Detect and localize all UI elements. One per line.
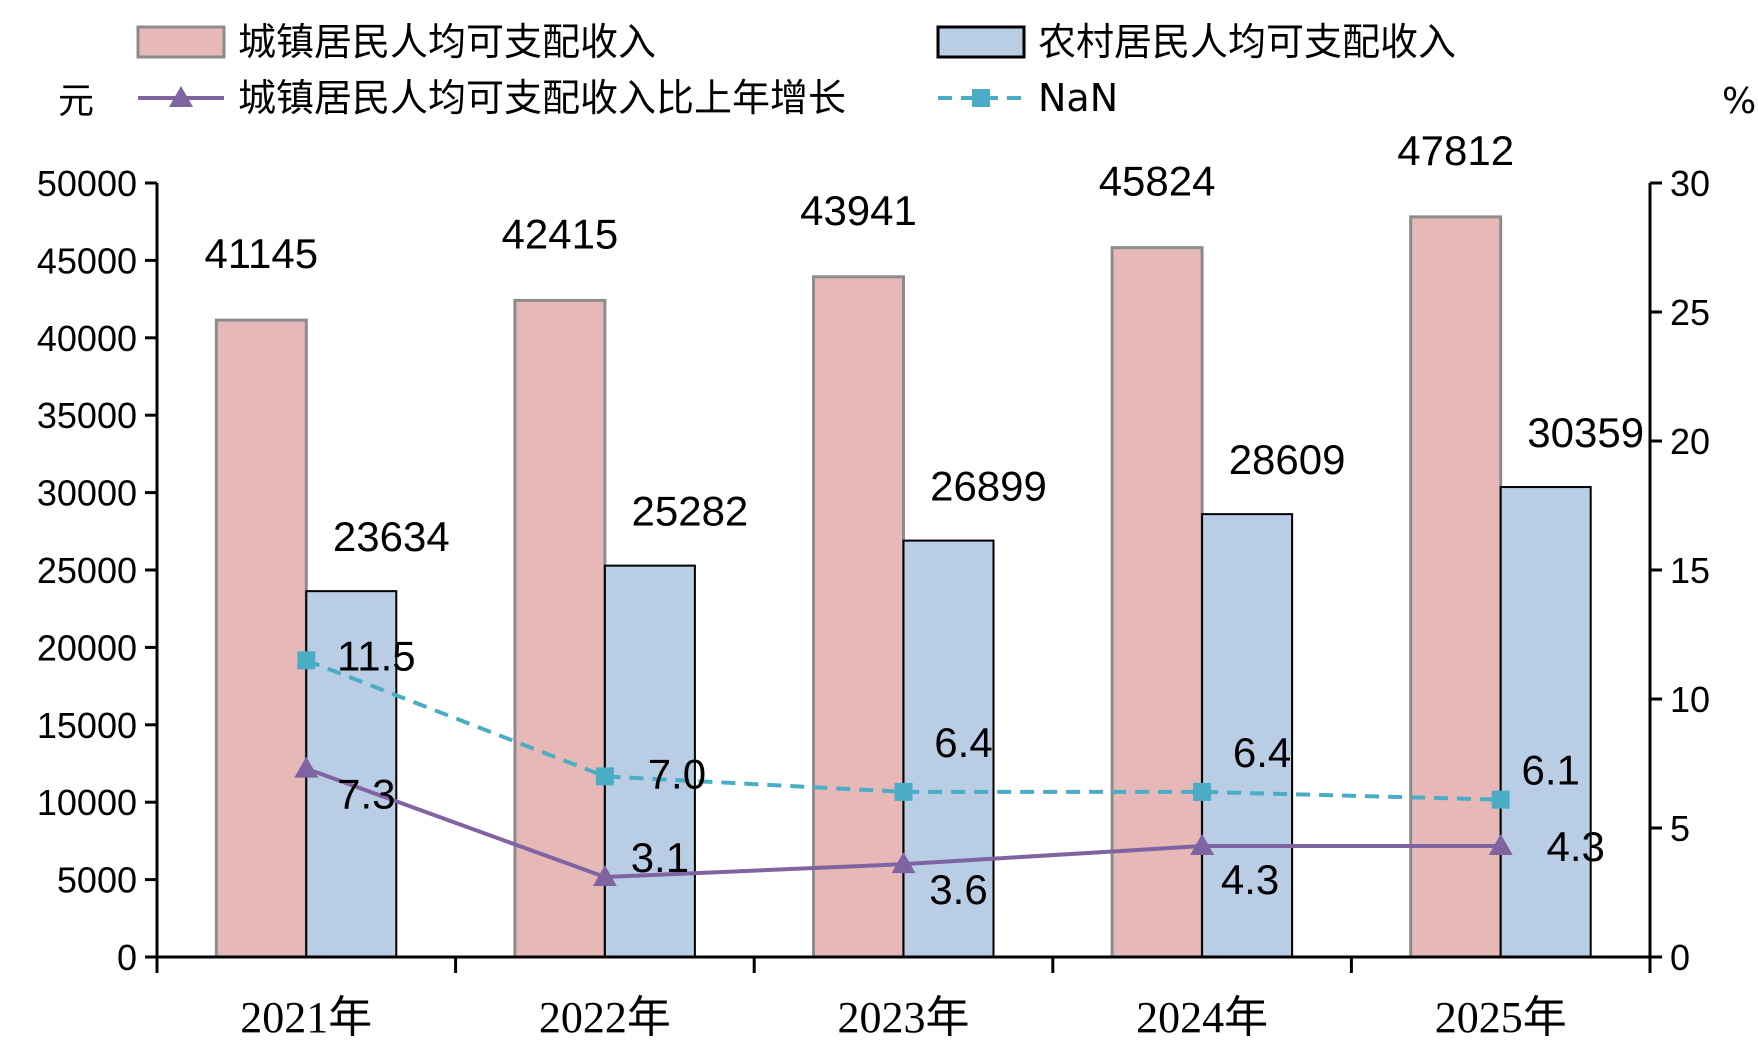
right-axis-tick-label: 15 xyxy=(1670,550,1710,591)
bar-value-label: 42415 xyxy=(502,210,619,257)
x-axis-tick-label: 2025年 xyxy=(1435,993,1567,1042)
legend-swatch xyxy=(936,25,1026,59)
right-axis-tick-label: 0 xyxy=(1670,937,1690,978)
left-axis-tick-label: 25000 xyxy=(37,550,137,591)
bar-urban-3 xyxy=(812,275,905,959)
bar-rural-2 xyxy=(603,564,696,958)
rural-growth-label: 6.4 xyxy=(934,719,992,766)
bar-value-label: 43941 xyxy=(800,187,917,234)
x-axis-tick-label: 2022年 xyxy=(539,993,671,1042)
left-axis-tick-label: 5000 xyxy=(57,860,137,901)
legend-label: 城镇居民人均可支配收入 xyxy=(238,20,656,64)
right-axis-tick-label: 25 xyxy=(1670,292,1710,333)
legend-marker xyxy=(972,89,990,107)
rural-growth-line xyxy=(305,658,1501,802)
bar-value-label: 25282 xyxy=(632,488,749,535)
right-axis-tick-label: 5 xyxy=(1670,808,1690,849)
rural-growth-label: 7.0 xyxy=(648,750,706,797)
legend-label: NaN xyxy=(1038,76,1118,120)
x-axis-tick-label: 2021年 xyxy=(240,993,372,1042)
bar-value-label: 41145 xyxy=(204,230,318,277)
urban-growth-label: 4.3 xyxy=(1547,823,1605,870)
bar-value-label: 47812 xyxy=(1397,127,1514,174)
left-axis-tick-label: 15000 xyxy=(37,705,137,746)
right-axis-tick-label: 20 xyxy=(1670,421,1710,462)
urban-growth-marker xyxy=(1190,834,1215,856)
rural-growth-marker xyxy=(894,782,913,801)
legend-swatch xyxy=(136,25,226,59)
bar-value-label: 45824 xyxy=(1099,158,1216,205)
left-axis-tick-label: 10000 xyxy=(37,782,137,823)
urban-growth-marker xyxy=(891,852,916,874)
rural-growth-marker xyxy=(297,651,316,670)
right-axis-tick-label: 10 xyxy=(1670,679,1710,720)
left-axis-tick-label: 50000 xyxy=(37,163,137,204)
left-axis-tick-label: 20000 xyxy=(37,627,137,668)
right-axis-unit: % xyxy=(1722,81,1756,122)
rural-growth-marker xyxy=(595,767,614,786)
urban-growth-label: 3.1 xyxy=(631,834,689,881)
bar-urban-1 xyxy=(214,318,308,959)
bar-urban-4 xyxy=(1110,246,1204,959)
urban-growth-marker xyxy=(294,756,319,778)
bar-rural-3 xyxy=(902,539,995,958)
urban-growth-label: 4.3 xyxy=(1221,856,1279,903)
left-axis-tick-label: 30000 xyxy=(37,473,137,514)
left-axis-unit: 元 xyxy=(58,81,94,122)
plot-area: 41145 42415 43941 45824 47812 23634 25282 26899… xyxy=(37,127,1710,1042)
legend-marker xyxy=(169,86,193,107)
bar-value-label: 30359 xyxy=(1527,409,1644,456)
bar-urban-2 xyxy=(513,298,607,959)
urban-growth-label: 7.3 xyxy=(337,771,395,818)
rural-growth-marker xyxy=(1193,782,1212,801)
urban-growth-label: 3.6 xyxy=(929,866,987,913)
left-axis-tick-label: 0 xyxy=(117,937,137,978)
bar-value-label: 26899 xyxy=(930,463,1047,510)
x-axis-tick-label: 2023年 xyxy=(838,993,970,1042)
urban-growth-marker xyxy=(592,865,617,887)
right-axis-tick-label: 30 xyxy=(1670,163,1710,204)
left-axis-tick-label: 40000 xyxy=(37,318,137,359)
bar-rural-4 xyxy=(1201,513,1294,958)
legend-label: 农村居民人均可支配收入 xyxy=(1038,20,1456,64)
bar-value-label: 28609 xyxy=(1229,436,1346,483)
rural-growth-label: 6.4 xyxy=(1233,729,1291,776)
left-axis-tick-label: 35000 xyxy=(37,395,137,436)
legend-label: 城镇居民人均可支配收入比上年增长 xyxy=(238,76,846,120)
left-axis-tick-label: 45000 xyxy=(37,240,137,281)
bar-value-label: 23634 xyxy=(333,513,450,560)
x-axis-tick-label: 2024年 xyxy=(1136,993,1268,1042)
bar-rural-5 xyxy=(1499,486,1592,958)
rural-growth-marker xyxy=(1491,790,1510,809)
rural-growth-label: 11.5 xyxy=(337,632,416,679)
urban-growth-marker xyxy=(1488,834,1513,856)
rural-growth-label: 6.1 xyxy=(1522,747,1580,794)
